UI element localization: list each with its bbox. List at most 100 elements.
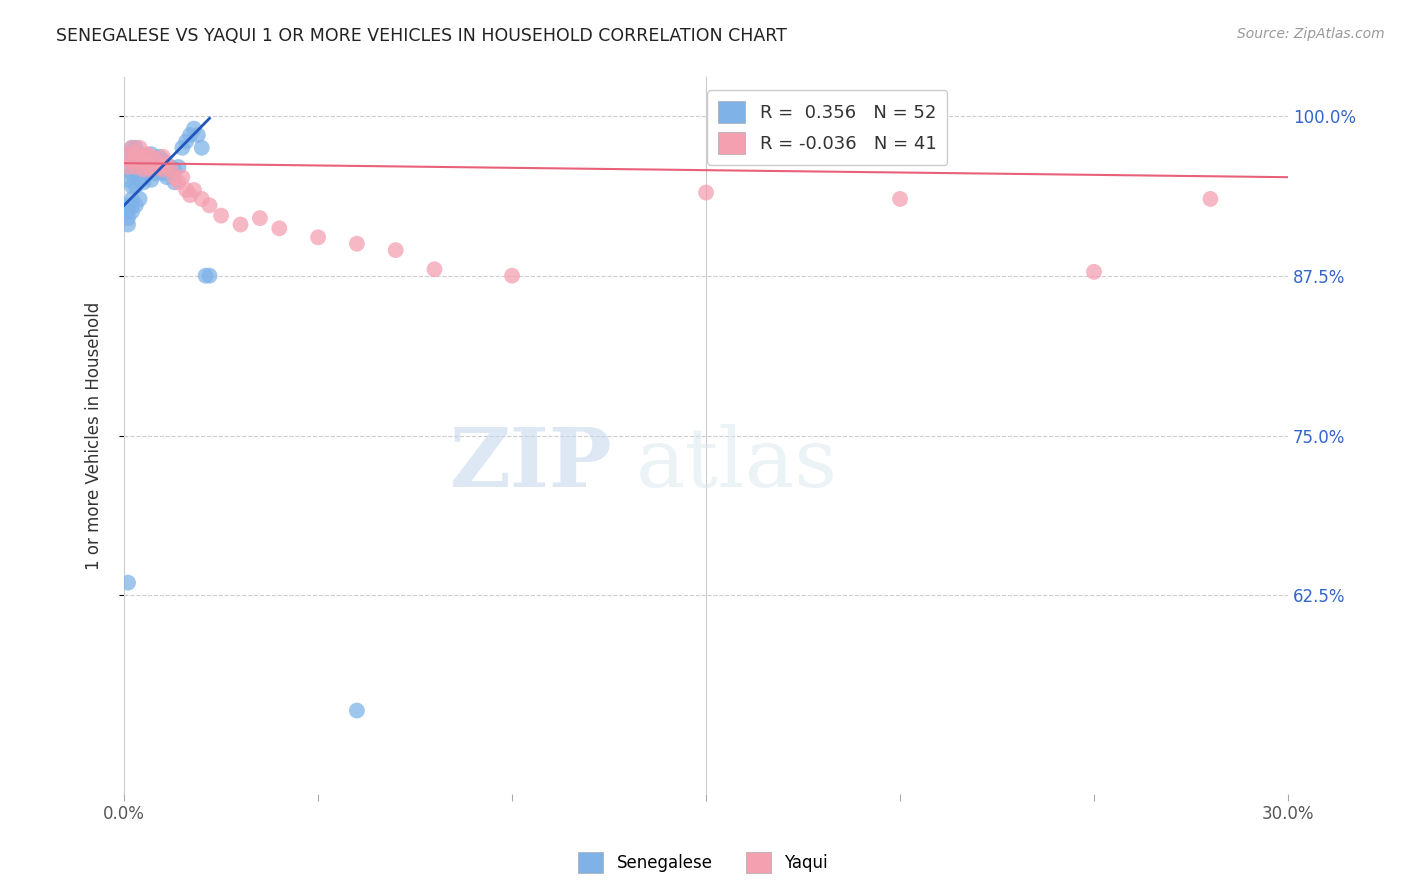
Point bbox=[152, 166, 174, 180]
Point bbox=[121, 179, 143, 194]
Point bbox=[121, 141, 143, 155]
Point bbox=[229, 218, 252, 232]
Point bbox=[190, 141, 212, 155]
Point bbox=[159, 162, 181, 177]
Point bbox=[141, 147, 163, 161]
Point bbox=[125, 153, 148, 168]
Legend: R =  0.356   N = 52, R = -0.036   N = 41: R = 0.356 N = 52, R = -0.036 N = 41 bbox=[707, 90, 948, 165]
Point bbox=[156, 170, 179, 185]
Point bbox=[346, 704, 368, 718]
Point bbox=[1199, 192, 1222, 206]
Point bbox=[141, 173, 163, 187]
Point bbox=[152, 153, 174, 168]
Point bbox=[125, 198, 148, 212]
Point bbox=[136, 147, 159, 161]
Point bbox=[117, 160, 139, 174]
Text: ZIP: ZIP bbox=[450, 425, 613, 504]
Point bbox=[172, 141, 194, 155]
Point bbox=[384, 243, 406, 257]
Point bbox=[125, 141, 148, 155]
Point bbox=[269, 221, 291, 235]
Point bbox=[136, 153, 159, 168]
Point bbox=[1083, 265, 1105, 279]
Point bbox=[128, 192, 150, 206]
Point bbox=[117, 575, 139, 590]
Point bbox=[174, 135, 197, 149]
Point bbox=[128, 141, 150, 155]
Point bbox=[172, 170, 194, 185]
Point bbox=[132, 175, 155, 189]
Point bbox=[117, 211, 139, 226]
Point bbox=[346, 236, 368, 251]
Point bbox=[121, 198, 143, 212]
Point bbox=[125, 160, 148, 174]
Point bbox=[121, 192, 143, 206]
Point bbox=[141, 162, 163, 177]
Point bbox=[148, 162, 170, 177]
Point bbox=[117, 204, 139, 219]
Point bbox=[132, 162, 155, 177]
Point bbox=[249, 211, 271, 226]
Point bbox=[190, 192, 212, 206]
Point bbox=[125, 179, 148, 194]
Point bbox=[128, 160, 150, 174]
Point bbox=[141, 160, 163, 174]
Y-axis label: 1 or more Vehicles in Household: 1 or more Vehicles in Household bbox=[86, 301, 103, 570]
Point bbox=[167, 175, 190, 189]
Point bbox=[128, 153, 150, 168]
Point bbox=[143, 153, 166, 168]
Point bbox=[174, 183, 197, 197]
Point bbox=[183, 183, 205, 197]
Point bbox=[128, 173, 150, 187]
Point bbox=[209, 209, 232, 223]
Point bbox=[125, 147, 148, 161]
Point bbox=[117, 218, 139, 232]
Point bbox=[179, 188, 201, 202]
Point bbox=[889, 192, 911, 206]
Point bbox=[117, 147, 139, 161]
Legend: Senegalese, Yaqui: Senegalese, Yaqui bbox=[571, 846, 835, 880]
Point bbox=[194, 268, 217, 283]
Point bbox=[148, 160, 170, 174]
Point bbox=[198, 268, 221, 283]
Point bbox=[136, 166, 159, 180]
Point bbox=[695, 186, 717, 200]
Point bbox=[159, 160, 181, 174]
Point bbox=[156, 157, 179, 171]
Text: SENEGALESE VS YAQUI 1 OR MORE VEHICLES IN HOUSEHOLD CORRELATION CHART: SENEGALESE VS YAQUI 1 OR MORE VEHICLES I… bbox=[56, 27, 787, 45]
Point bbox=[121, 141, 143, 155]
Point bbox=[117, 173, 139, 187]
Point bbox=[163, 175, 186, 189]
Point bbox=[183, 121, 205, 136]
Point bbox=[136, 160, 159, 174]
Point bbox=[117, 147, 139, 161]
Point bbox=[152, 162, 174, 177]
Point bbox=[198, 198, 221, 212]
Point bbox=[187, 128, 209, 142]
Point bbox=[156, 157, 179, 171]
Point bbox=[121, 153, 143, 168]
Point bbox=[128, 147, 150, 161]
Point bbox=[163, 170, 186, 185]
Point bbox=[307, 230, 329, 244]
Point bbox=[148, 150, 170, 164]
Point bbox=[117, 198, 139, 212]
Point bbox=[132, 162, 155, 177]
Point bbox=[141, 150, 163, 164]
Point bbox=[143, 166, 166, 180]
Point bbox=[121, 166, 143, 180]
Point bbox=[501, 268, 523, 283]
Point bbox=[163, 162, 186, 177]
Point bbox=[132, 150, 155, 164]
Text: Source: ZipAtlas.com: Source: ZipAtlas.com bbox=[1237, 27, 1385, 41]
Point bbox=[167, 160, 190, 174]
Point bbox=[132, 150, 155, 164]
Point bbox=[117, 160, 139, 174]
Text: atlas: atlas bbox=[637, 425, 838, 504]
Point bbox=[152, 150, 174, 164]
Point bbox=[143, 153, 166, 168]
Point bbox=[125, 166, 148, 180]
Point bbox=[423, 262, 446, 277]
Point bbox=[121, 153, 143, 168]
Point bbox=[179, 128, 201, 142]
